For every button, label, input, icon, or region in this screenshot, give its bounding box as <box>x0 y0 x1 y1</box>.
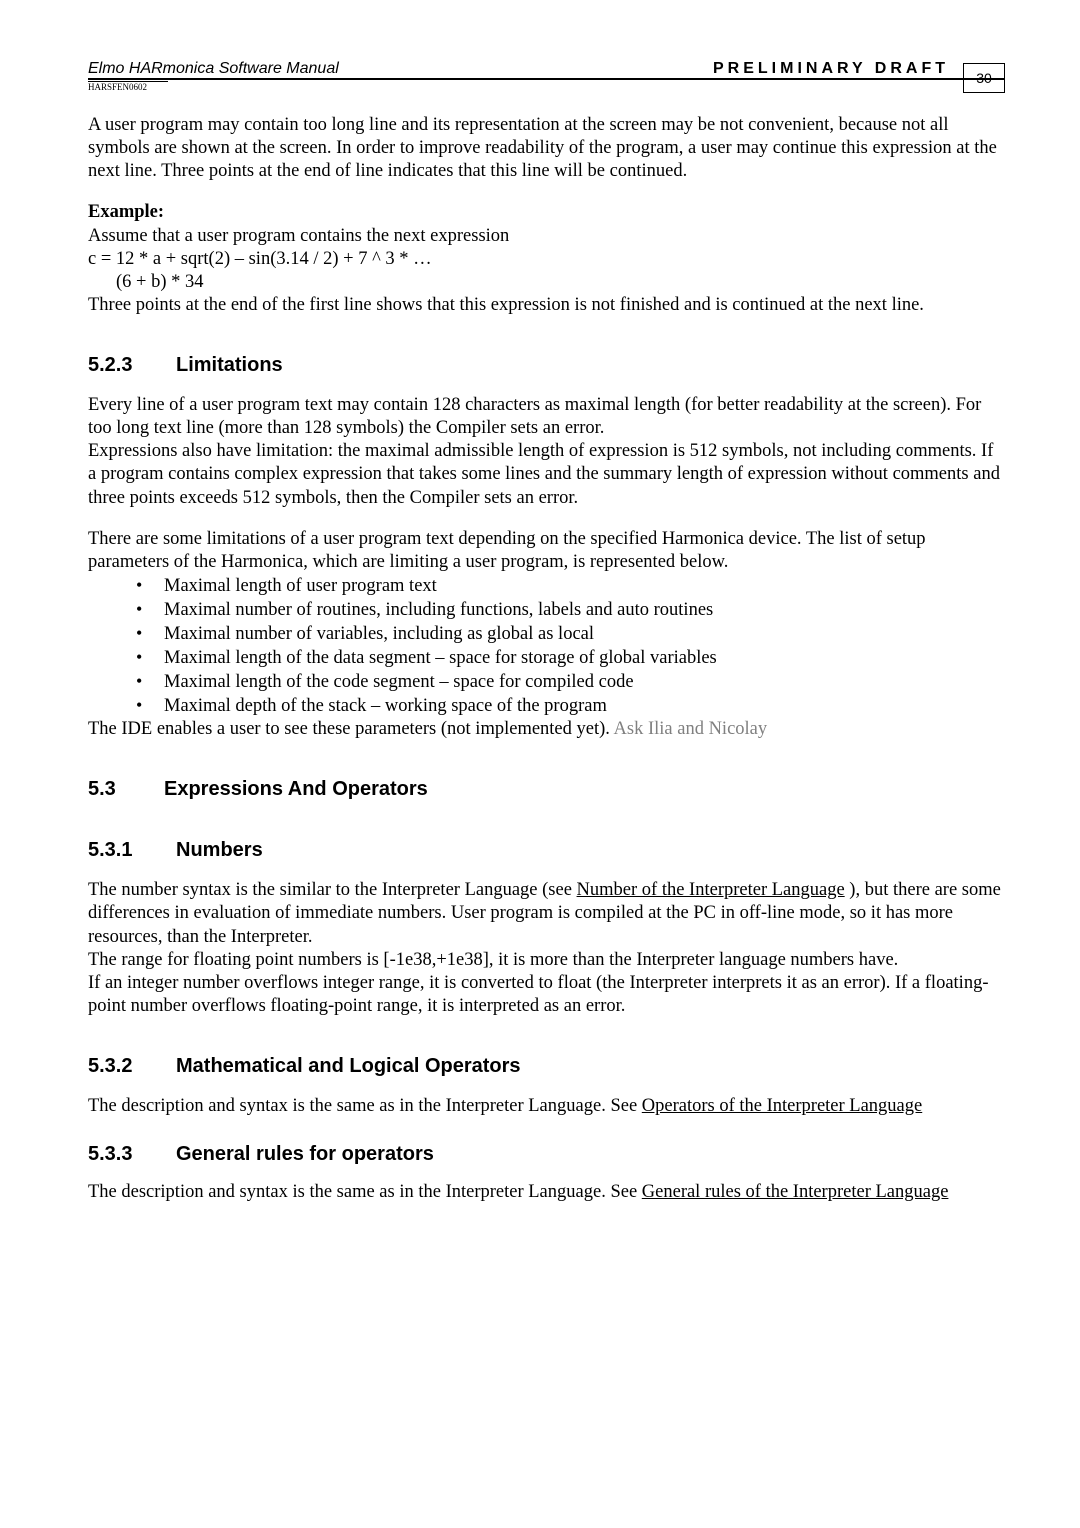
list-item: Maximal number of routines, including fu… <box>164 598 1005 622</box>
heading-num: 5.3 <box>88 777 164 802</box>
heading-title: Numbers <box>176 839 263 861</box>
numbers-p1a: The number syntax is the similar to the … <box>88 880 577 900</box>
heading-title: Expressions And Operators <box>164 778 428 800</box>
link-general-rules-interpreter[interactable]: General rules of the Interpreter Languag… <box>642 1182 949 1202</box>
link-operators-interpreter[interactable]: Operators of the Interpreter Language <box>642 1096 922 1116</box>
close-text-a: The IDE enables a user to see these para… <box>88 719 614 739</box>
limitations-list: Maximal length of user program text Maxi… <box>88 574 1005 718</box>
heading-5-3: 5.3Expressions And Operators <box>88 777 1005 802</box>
example-expr-1: c = 12 * a + sqrt(2) – sin(3.14 / 2) + 7… <box>88 248 1005 271</box>
heading-5-3-3: 5.3.3General rules for operators <box>88 1142 1005 1167</box>
page-content: Elmo HARmonica Software Manual PRELIMINA… <box>0 0 1080 1204</box>
numbers-p3: If an integer number overflows integer r… <box>88 972 1005 1018</box>
numbers-p2: The range for floating point numbers is … <box>88 949 1005 972</box>
list-item: Maximal depth of the stack – working spa… <box>164 694 1005 718</box>
general-rules-p1a: The description and syntax is the same a… <box>88 1182 642 1202</box>
heading-title: Mathematical and Logical Operators <box>176 1055 521 1077</box>
heading-title: Limitations <box>176 354 283 376</box>
limitations-close: The IDE enables a user to see these para… <box>88 718 1005 741</box>
numbers-p1: The number syntax is the similar to the … <box>88 879 1005 948</box>
close-text-gray: Ask Ilia and Nicolay <box>614 719 768 739</box>
example-text: Assume that a user program contains the … <box>88 225 1005 248</box>
heading-5-3-1: 5.3.1Numbers <box>88 838 1005 863</box>
list-item: Maximal number of variables, including a… <box>164 622 1005 646</box>
header-code: HARSFEN0602 <box>88 81 168 92</box>
list-item: Maximal length of the data segment – spa… <box>164 646 1005 670</box>
heading-title: General rules for operators <box>176 1143 434 1165</box>
limitations-p2: Expressions also have limitation: the ma… <box>88 440 1005 509</box>
header-title: Elmo HARmonica Software Manual <box>88 60 713 78</box>
heading-5-3-2: 5.3.2Mathematical and Logical Operators <box>88 1054 1005 1079</box>
example-label: Example: <box>88 202 164 222</box>
general-rules-p1: The description and syntax is the same a… <box>88 1181 1005 1204</box>
example-expr-2: (6 + b) * 34 <box>88 271 1005 294</box>
list-item: Maximal length of user program text <box>164 574 1005 598</box>
heading-num: 5.2.3 <box>88 353 176 378</box>
list-item: Maximal length of the code segment – spa… <box>164 670 1005 694</box>
limitations-p1: Every line of a user program text may co… <box>88 394 1005 440</box>
heading-num: 5.3.1 <box>88 838 176 863</box>
heading-5-2-3: 5.2.3Limitations <box>88 353 1005 378</box>
limitations-p3: There are some limitations of a user pro… <box>88 528 1005 574</box>
heading-num: 5.3.3 <box>88 1142 176 1167</box>
page-header: Elmo HARmonica Software Manual PRELIMINA… <box>88 60 1005 80</box>
page-number: 30 <box>963 63 1005 93</box>
header-draft: PRELIMINARY DRAFT <box>713 60 957 78</box>
example-closing: Three points at the end of the first lin… <box>88 294 1005 317</box>
intro-paragraph: A user program may contain too long line… <box>88 114 1005 183</box>
operators-p1a: The description and syntax is the same a… <box>88 1096 642 1116</box>
operators-p1: The description and syntax is the same a… <box>88 1095 1005 1118</box>
link-number-interpreter[interactable]: Number of the Interpreter Language <box>577 880 845 900</box>
heading-num: 5.3.2 <box>88 1054 176 1079</box>
